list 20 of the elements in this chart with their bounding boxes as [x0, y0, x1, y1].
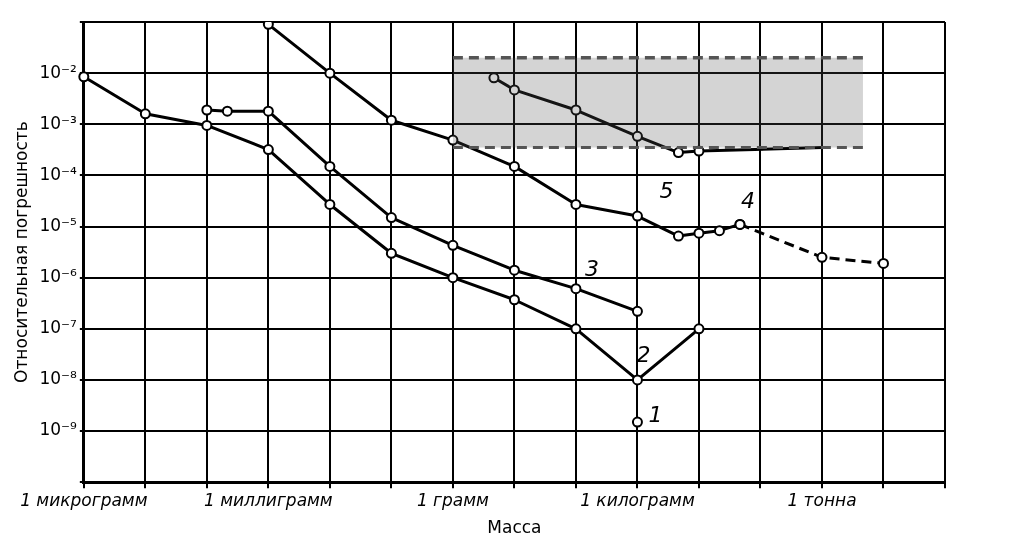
x-tick-label: 1 тонна	[787, 489, 857, 510]
series-label: 4	[740, 188, 755, 214]
series-label: 1	[648, 401, 663, 427]
series-label: 5	[659, 178, 674, 204]
series-label: 2	[636, 341, 651, 367]
y-tick-label: 10⁻⁹	[39, 419, 77, 440]
y-tick-label: 10⁻²	[39, 61, 77, 82]
y-tick-label: 10⁻⁶	[39, 266, 77, 287]
x-tick-label: 1 микрограмм	[20, 489, 148, 510]
x-axis-title: Масса	[487, 517, 542, 538]
y-tick-label: 10⁻³	[39, 112, 77, 133]
x-tick-label: 1 килограмм	[580, 489, 695, 510]
y-tick-label: 10⁻⁷	[39, 317, 77, 338]
series-label: 3	[584, 256, 599, 282]
x-tick-label: 1 миллиграмм	[204, 489, 333, 510]
y-tick-label: 10⁻⁸	[39, 368, 77, 389]
y-axis-title: Относительная погрешность	[10, 121, 31, 383]
y-tick-label: 10⁻⁵	[39, 214, 77, 235]
x-tick-label: 1 грамм	[416, 489, 490, 510]
y-tick-label: 10⁻⁴	[39, 163, 77, 184]
